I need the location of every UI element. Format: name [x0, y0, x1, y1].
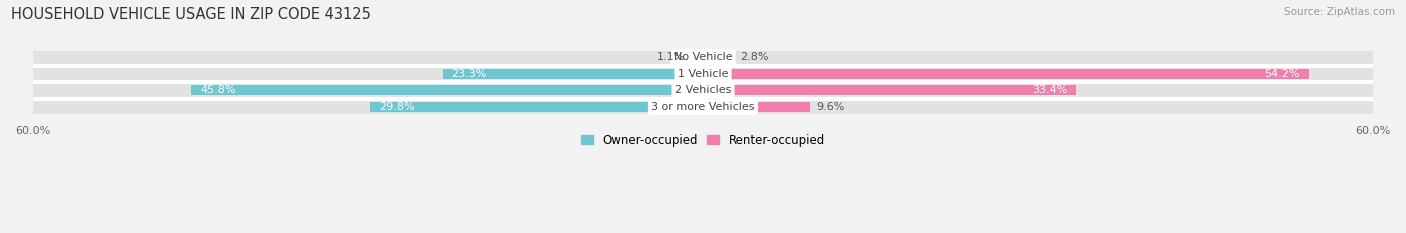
Text: 45.8%: 45.8%: [200, 85, 236, 95]
Text: 2.8%: 2.8%: [740, 52, 768, 62]
Bar: [703, 69, 1309, 79]
Text: 1.1%: 1.1%: [657, 52, 685, 62]
Text: 3 or more Vehicles: 3 or more Vehicles: [651, 102, 755, 112]
Text: 29.8%: 29.8%: [380, 102, 415, 112]
Bar: [191, 85, 703, 96]
Text: 33.4%: 33.4%: [1032, 85, 1067, 95]
Text: 9.6%: 9.6%: [815, 102, 844, 112]
Bar: [690, 52, 703, 63]
Text: 54.2%: 54.2%: [1264, 69, 1299, 79]
Bar: [703, 85, 1076, 96]
Bar: [32, 67, 1374, 81]
Text: No Vehicle: No Vehicle: [673, 52, 733, 62]
Legend: Owner-occupied, Renter-occupied: Owner-occupied, Renter-occupied: [581, 134, 825, 147]
Text: 2 Vehicles: 2 Vehicles: [675, 85, 731, 95]
Text: Source: ZipAtlas.com: Source: ZipAtlas.com: [1284, 7, 1395, 17]
Bar: [443, 69, 703, 79]
Bar: [32, 100, 1374, 114]
Bar: [370, 102, 703, 112]
Bar: [703, 102, 810, 112]
Text: 23.3%: 23.3%: [451, 69, 486, 79]
Text: 1 Vehicle: 1 Vehicle: [678, 69, 728, 79]
Text: HOUSEHOLD VEHICLE USAGE IN ZIP CODE 43125: HOUSEHOLD VEHICLE USAGE IN ZIP CODE 4312…: [11, 7, 371, 22]
Bar: [32, 51, 1374, 64]
Bar: [703, 52, 734, 63]
Bar: [32, 83, 1374, 97]
